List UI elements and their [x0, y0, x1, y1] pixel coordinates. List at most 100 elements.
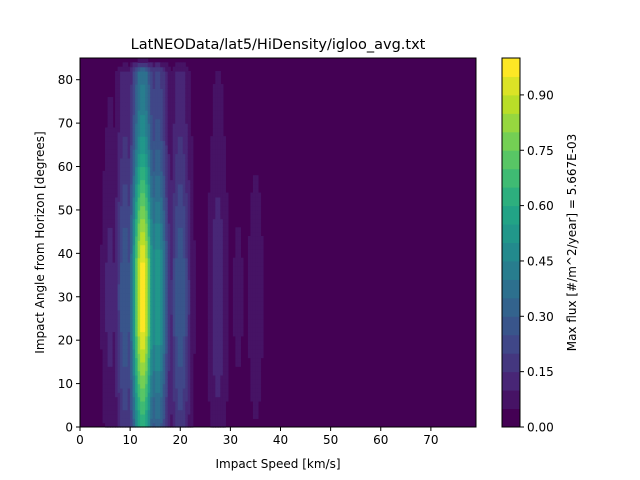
heatmap-cell [237, 235, 242, 241]
heatmap-cell [187, 379, 191, 385]
heatmap-cell [150, 400, 154, 406]
heatmap-cell [252, 262, 257, 267]
heatmap-cell [152, 131, 156, 137]
heatmap-cell [212, 188, 216, 194]
heatmap-cell [237, 262, 242, 267]
heatmap-cell [207, 353, 211, 359]
heatmap-cell [180, 149, 184, 155]
heatmap-cell [147, 392, 151, 398]
heatmap-cell [120, 266, 124, 272]
heatmap-cell [170, 275, 174, 280]
heatmap-cell [160, 188, 164, 194]
heatmap-cell [190, 383, 194, 389]
heatmap-cell [112, 231, 116, 237]
heatmap-cell [255, 335, 259, 341]
heatmap-cell [220, 157, 224, 163]
heatmap-cell [117, 244, 121, 250]
heatmap-cell [157, 331, 161, 337]
heatmap-cell [160, 179, 164, 185]
heatmap-cell [165, 127, 169, 133]
heatmap-cell [147, 409, 151, 415]
heatmap-cell [130, 105, 134, 111]
heatmap-cell [127, 153, 131, 159]
heatmap-cell [155, 127, 159, 133]
heatmap-cell [152, 335, 156, 341]
heatmap-cell [177, 123, 181, 129]
heatmap-cell [117, 405, 121, 411]
heatmap-cell [210, 201, 214, 207]
heatmap-cell [132, 205, 136, 211]
heatmap-cell [165, 418, 169, 424]
heatmap-cell [157, 296, 161, 302]
heatmap-cell [120, 249, 124, 254]
heatmap-cell [217, 71, 221, 76]
heatmap-cell [175, 179, 179, 185]
heatmap-cell [215, 249, 219, 254]
heatmap-cell [147, 218, 151, 224]
heatmap-cell [117, 361, 121, 367]
y-tick-label: 20 [58, 334, 73, 348]
heatmap-cell [142, 292, 146, 298]
heatmap-cell [132, 209, 136, 215]
heatmap-cell [170, 387, 174, 393]
heatmap-cell [140, 131, 144, 137]
heatmap-cell [145, 209, 149, 215]
heatmap-cell [187, 144, 191, 150]
heatmap-cell [207, 335, 211, 341]
heatmap-cell [252, 292, 257, 298]
heatmap-cell [135, 244, 139, 250]
heatmap-cell [260, 348, 264, 354]
heatmap-cell [185, 222, 189, 228]
heatmap-cell [127, 305, 131, 311]
heatmap-cell [142, 175, 146, 181]
heatmap-cell [107, 275, 111, 280]
heatmap-cell [122, 97, 126, 103]
heatmap-cell [252, 357, 257, 363]
heatmap-cell [157, 84, 161, 89]
heatmap-cell [222, 340, 226, 346]
heatmap-cell [115, 387, 119, 393]
heatmap-cell [192, 244, 196, 250]
heatmap-cell [135, 396, 139, 402]
heatmap-cell [222, 370, 226, 376]
heatmap-cell [220, 335, 224, 341]
heatmap-cell [137, 396, 141, 402]
heatmap-cell [120, 314, 124, 320]
heatmap-cell [210, 196, 214, 202]
heatmap-cell [255, 283, 259, 289]
heatmap-cell [257, 218, 262, 224]
heatmap-cell [175, 296, 179, 302]
heatmap-cell [140, 379, 144, 385]
heatmap-cell [107, 140, 111, 146]
heatmap-cell [155, 235, 159, 241]
heatmap-cell [222, 244, 226, 250]
heatmap-cell [135, 136, 139, 142]
heatmap-cell [115, 275, 119, 280]
heatmap-cell [165, 288, 169, 294]
heatmap-cell [135, 283, 139, 289]
heatmap-cell [137, 348, 141, 354]
heatmap-cell [167, 205, 171, 211]
heatmap-cell [162, 175, 166, 181]
heatmap-cell [147, 192, 151, 198]
heatmap-cell [117, 383, 121, 389]
heatmap-cell [232, 275, 236, 280]
heatmap-cell [182, 370, 186, 376]
heatmap-cell [152, 413, 156, 419]
heatmap-cell [240, 292, 244, 298]
heatmap-cell [212, 405, 216, 411]
heatmap-cell [180, 314, 184, 320]
heatmap-cell [250, 383, 254, 389]
heatmap-cell [150, 196, 154, 202]
heatmap-cell [115, 71, 119, 76]
heatmap-cell [180, 387, 184, 393]
heatmap-cell [155, 123, 159, 129]
heatmap-cell [210, 244, 214, 250]
heatmap-cell [160, 227, 164, 233]
heatmap-cell [157, 66, 161, 72]
heatmap-cell [220, 270, 224, 276]
heatmap-cell [180, 283, 184, 289]
heatmap-cell [190, 344, 194, 350]
heatmap-cell [122, 262, 126, 267]
heatmap-cell [142, 153, 146, 159]
